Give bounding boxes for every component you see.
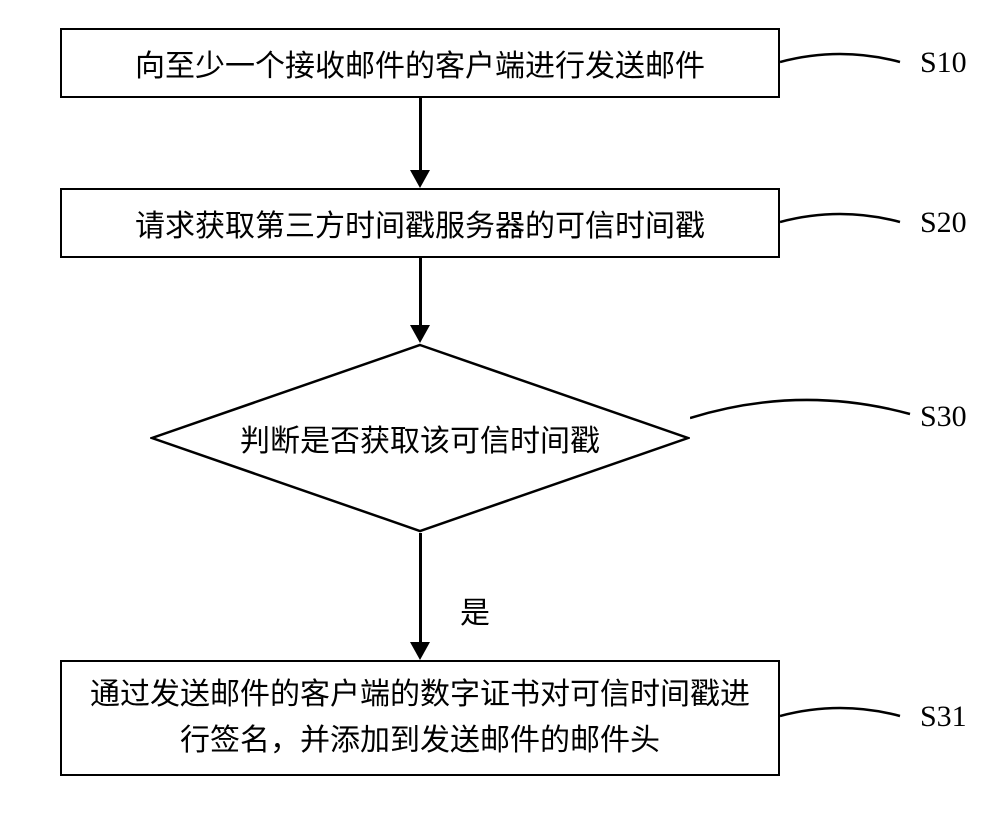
flow-edge-e2-head	[410, 325, 430, 343]
flow-edge-e1-line	[419, 98, 422, 170]
flow-node-s20: 请求获取第三方时间戳服务器的可信时间戳	[60, 188, 780, 258]
flow-node-s30: 判断是否获取该可信时间戳	[150, 343, 690, 533]
flow-edge-e3-label: 是	[460, 588, 490, 632]
flow-edge-e3-head	[410, 642, 430, 660]
flow-node-s31: 通过发送邮件的客户端的数字证书对可信时间戳进行签名，并添加到发送邮件的邮件头	[60, 660, 780, 776]
flow-edge-e1-head	[410, 170, 430, 188]
label-connector-s30	[690, 390, 920, 430]
flow-node-s31-text: 通过发送邮件的客户端的数字证书对可信时间戳进行签名，并添加到发送邮件的邮件头	[76, 672, 764, 765]
flow-edge-e3-line	[419, 533, 422, 642]
flow-node-s31-label: S31	[920, 700, 967, 734]
flow-node-s10: 向至少一个接收邮件的客户端进行发送邮件	[60, 28, 780, 98]
label-connector-s20	[780, 210, 920, 240]
flow-node-s10-text: 向至少一个接收邮件的客户端进行发送邮件	[135, 41, 705, 85]
flow-node-s30-text: 判断是否获取该可信时间戳	[240, 416, 600, 460]
label-connector-s10	[780, 50, 920, 80]
flow-edge-e2-line	[419, 258, 422, 325]
flow-node-s20-text: 请求获取第三方时间戳服务器的可信时间戳	[135, 201, 705, 245]
flow-node-s10-label: S10	[920, 46, 967, 80]
flow-node-s20-label: S20	[920, 206, 967, 240]
label-connector-s31	[780, 704, 920, 734]
flow-node-s30-label: S30	[920, 400, 967, 434]
